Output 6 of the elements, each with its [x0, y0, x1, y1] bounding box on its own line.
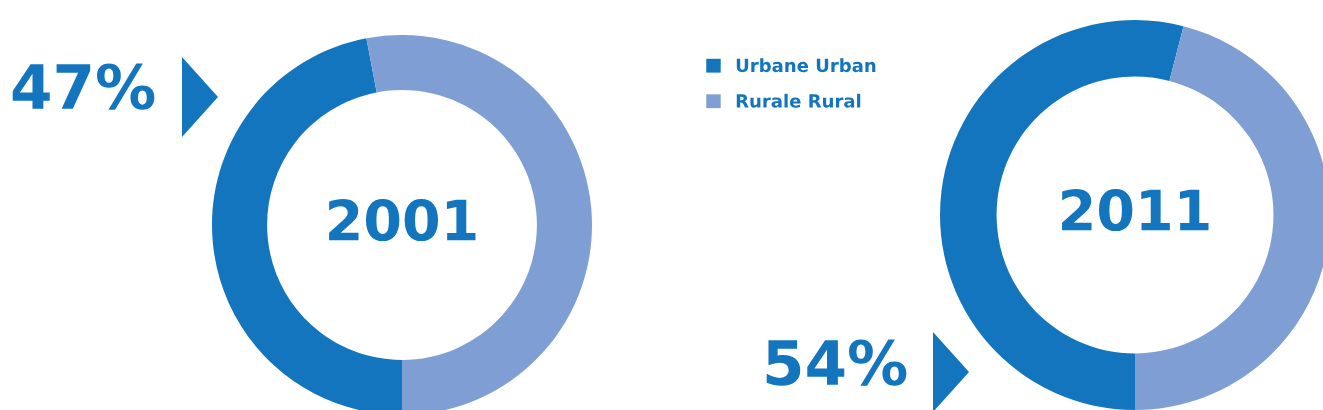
legend-label: Rurale Rural	[736, 93, 861, 108]
text: 2011	[1062, 189, 1209, 232]
text: 2001	[329, 199, 476, 242]
data-label: 54%	[766, 339, 907, 386]
legend-label: Urbane Urban	[736, 58, 876, 73]
data-label: 47%	[12, 63, 155, 110]
